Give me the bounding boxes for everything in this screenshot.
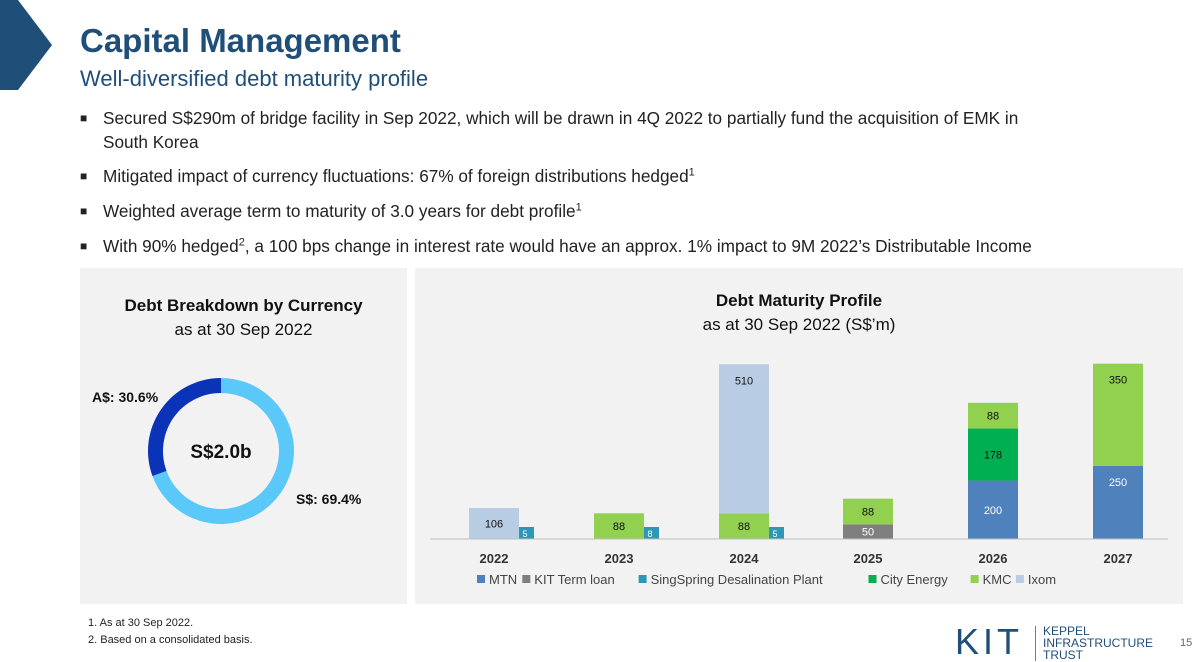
legend-swatch: [522, 575, 531, 583]
bar-segment: [968, 480, 1018, 539]
key-points-list: ■ Secured S$290m of bridge facility in S…: [80, 106, 1170, 258]
x-tick-label: 2023: [605, 551, 634, 566]
bar-value-label: 88: [987, 411, 999, 423]
legend-label: Ixom: [1028, 572, 1056, 587]
bullet-text: Mitigated impact of currency fluctuation…: [103, 166, 689, 186]
logo-mark: KIT: [955, 621, 1024, 662]
legend-swatch: [638, 575, 647, 583]
bar-value-label: 5: [772, 529, 777, 539]
bullet-text-continued: , a 100 bps change in interest rate woul…: [244, 236, 1032, 256]
bullet-square-icon: ■: [80, 239, 88, 253]
legend-label: City Energy: [881, 572, 949, 587]
bar-segment: [968, 428, 1018, 481]
footnote-2: 2. Based on a consolidated basis.: [88, 634, 253, 646]
maturity-subtitle: as at 30 Sep 2022 (S$’m): [702, 315, 896, 334]
footnotes: 1. As at 30 Sep 2022. 2. Based on a cons…: [88, 615, 253, 649]
legend-label: KIT Term loan: [534, 572, 614, 587]
currency-breakdown-panel: Debt Breakdown by Currency as at 30 Sep …: [80, 268, 407, 604]
page-number: 15: [1180, 637, 1193, 649]
legend-swatch: [1015, 575, 1024, 583]
logo-line-1: KEPPEL: [1043, 624, 1090, 638]
x-tick-label: 2024: [730, 551, 760, 566]
bar-value-label: 88: [862, 507, 874, 519]
logo-line-2: INFRASTRUCTURE: [1043, 636, 1153, 650]
legend-swatch: [477, 575, 485, 583]
page-subtitle: Well-diversified debt maturity profile: [80, 66, 429, 91]
bar-segment: [719, 513, 769, 539]
bar-value-label: 88: [738, 521, 750, 533]
logo-line-3: TRUST: [1043, 648, 1083, 662]
bar-segment: [516, 527, 534, 539]
x-tick-label: 2026: [979, 551, 1008, 566]
x-tick-label: 2022: [480, 551, 509, 566]
bar-value-label: 88: [613, 521, 625, 533]
bar-segment: [843, 498, 893, 525]
bar-value-label: 106: [485, 519, 503, 531]
bullet-square-icon: ■: [80, 204, 88, 218]
logo-text: KEPPEL INFRASTRUCTURE TRUST: [1043, 625, 1153, 661]
bar-segment: [766, 527, 784, 539]
bar-segment: [594, 513, 644, 539]
bar-value-label: 8: [647, 529, 652, 539]
corner-arrow-decoration: [0, 0, 52, 90]
bar-segment: [719, 364, 769, 514]
company-logo: KIT KEPPEL INFRASTRUCTURE TRUST: [955, 621, 1165, 662]
footnote-ref: 1: [688, 166, 695, 179]
bullet-text: Weighted average term to maturity of 3.0…: [103, 201, 576, 221]
bar-value-label: 250: [1109, 477, 1127, 489]
legend-label: KMC: [983, 572, 1012, 587]
maturity-title: Debt Maturity Profile: [715, 291, 883, 310]
slice-label-aud: A$: 30.6%: [92, 389, 159, 405]
bar-value-label: 350: [1109, 375, 1127, 387]
x-tick-label: 2027: [1104, 551, 1133, 566]
x-tick-label: 2025: [854, 551, 883, 566]
bar-value-label: 50: [862, 527, 874, 539]
bar-segment: [1093, 465, 1143, 539]
donut-slice-0: [148, 378, 221, 477]
legend-swatch: [970, 575, 979, 583]
bar-value-label: 200: [984, 505, 1002, 517]
bar-segment: [1093, 363, 1143, 466]
bar-segment: [843, 524, 893, 539]
bar-value-label: 178: [984, 450, 1002, 462]
legend-label: SingSpring Desalination Plant: [651, 572, 823, 587]
donut-title: Debt Breakdown by Currency: [124, 296, 363, 315]
bullet-item: ■ Weighted average term to maturity of 3…: [80, 199, 1170, 223]
donut-center-label: S$2.0b: [190, 442, 251, 463]
legend-swatch: [868, 575, 877, 583]
footnote-ref: 2: [238, 236, 245, 249]
maturity-profile-panel: Debt Maturity Profile as at 30 Sep 2022 …: [415, 268, 1183, 604]
bullet-text-continued: South Korea: [103, 132, 199, 152]
bullet-text: Secured S$290m of bridge facility in Sep…: [103, 108, 1019, 128]
bar-value-label: 5: [522, 529, 527, 539]
bar-value-label: 510: [735, 375, 753, 387]
legend-label: MTN: [489, 572, 517, 587]
bullet-square-icon: ■: [80, 169, 88, 183]
bar-segment: [641, 527, 659, 539]
donut-subtitle: as at 30 Sep 2022: [174, 320, 313, 339]
bullet-square-icon: ■: [80, 111, 88, 125]
footnote-ref: 1: [575, 201, 582, 214]
footnote-1: 1. As at 30 Sep 2022.: [88, 617, 194, 629]
bar-segment: [469, 508, 519, 539]
logo-divider: [1035, 626, 1036, 661]
page-title: Capital Management: [80, 22, 401, 59]
bar-segment: [968, 402, 1018, 429]
slice-label-sgd: S$: 69.4%: [296, 491, 362, 507]
bullet-text: With 90% hedged: [103, 236, 239, 256]
bullet-item: ■ With 90% hedged2, a 100 bps change in …: [80, 234, 1170, 258]
currency-donut-chart: S$2.0b A$: 30.6% S$: 69.4%: [92, 378, 362, 524]
bullet-item: ■ Mitigated impact of currency fluctuati…: [80, 164, 1170, 188]
bullet-item: ■ Secured S$290m of bridge facility in S…: [80, 106, 1170, 154]
